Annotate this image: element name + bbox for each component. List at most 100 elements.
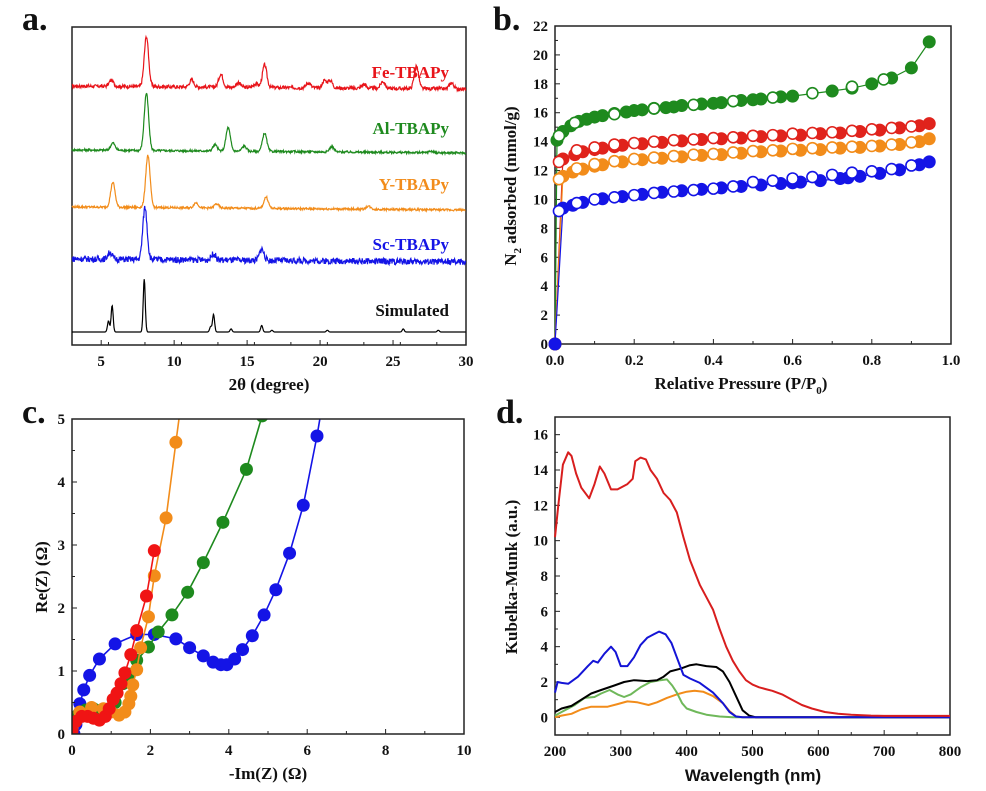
data-point-sc-tbapy [257, 608, 271, 622]
desorption-point-al-tbapy [608, 107, 621, 121]
desorption-point-fe-tbapy [627, 136, 641, 150]
desorption-point-fe-tbapy [687, 133, 700, 146]
panel-d-x-tick-label: 400 [675, 744, 698, 760]
data-point-al-tbapy [216, 515, 230, 529]
series-line-al-tbapy [72, 419, 263, 729]
desorption-point-al-tbapy [687, 98, 700, 112]
adsorption-point-al-tbapy [596, 109, 610, 123]
desorption-point-fe-tbapy [806, 126, 819, 140]
desorption-point-al-tbapy [552, 129, 566, 143]
desorption-point-y-tbapy [588, 157, 601, 171]
panel-a-plot-area: 5 10 15 20 25 30 Fe-TBAPy Al-TBAPy Y-TBAPy Sc-TBA… [71, 26, 474, 370]
series-label-sc-tbapy: Sc-TBAPy [373, 235, 450, 254]
desorption-point-fe-tbapy [647, 135, 661, 148]
panel-b-y-axis-label: N2 adsorbed (mmol/g) [501, 106, 524, 265]
data-point-sc-tbapy [196, 649, 210, 663]
panel-b-y-tick-label: 16 [533, 106, 549, 122]
desorption-point-sc-tbapy [885, 162, 898, 176]
desorption-point-fe-tbapy [885, 121, 898, 135]
desorption-point-fe-tbapy [905, 120, 918, 133]
desorption-point-y-tbapy [726, 146, 740, 159]
panel-b-x-tick-label: 0.6 [783, 353, 802, 369]
desorption-point-y-tbapy [825, 141, 839, 154]
panel-label-c: c. [22, 394, 46, 431]
adsorption-point-y-tbapy [922, 132, 936, 146]
desorption-point-y-tbapy [570, 162, 584, 175]
desorption-point-fe-tbapy [865, 123, 879, 136]
data-point-sc-tbapy [77, 683, 91, 697]
desorption-point-y-tbapy [687, 148, 700, 161]
panel-c-x-tick-label: 8 [382, 743, 390, 759]
data-point-sc-tbapy [245, 629, 259, 643]
panel-d: d. 200 300 400 500 600 700 800 0 2 4 6 8 10 12 14 16 Wa… [496, 394, 961, 785]
panel-d-y-tick-label: 16 [533, 428, 549, 444]
desorption-point-y-tbapy [845, 140, 859, 153]
desorption-point-sc-tbapy [588, 193, 601, 206]
adsorption-point-al-tbapy [754, 92, 768, 106]
panel-d-x-tick-label: 500 [741, 744, 764, 760]
panel-d-y-tick-label: 2 [541, 675, 549, 691]
adsorption-point-al-tbapy [714, 96, 728, 110]
desorption-point-y-tbapy [885, 138, 898, 151]
series-line-fe-tbapy [71, 34, 467, 93]
desorption-point-sc-tbapy [687, 183, 700, 197]
desorption-point-al-tbapy [877, 73, 890, 86]
panel-d-x-tick-label: 700 [873, 744, 896, 760]
panel-b-y-tick-label: 10 [533, 192, 548, 208]
panel-c-y-tick-label: 3 [58, 538, 66, 554]
data-point-y-tbapy [124, 689, 138, 703]
panel-d-y-tick-label: 0 [541, 710, 549, 726]
desorption-point-fe-tbapy [588, 141, 601, 154]
panel-d-x-tick-label: 600 [807, 744, 830, 760]
desorption-point-fe-tbapy [552, 155, 566, 169]
panel-c: c. 0 2 4 6 8 10 0 1 2 3 4 5 -Im(Z) (Ω) Re(Z) (Ω) [22, 394, 472, 783]
series-label-simulated: Simulated [375, 301, 449, 320]
desorption-point-sc-tbapy [707, 182, 720, 195]
series-label-fe-tbapy: Fe-TBAPy [372, 63, 450, 82]
panel-b-y-tick-label: 20 [533, 48, 548, 64]
data-point-y-tbapy [130, 663, 144, 677]
desorption-point-fe-tbapy [570, 144, 584, 157]
panel-d-y-tick-label: 10 [533, 534, 548, 550]
panel-b-x-axis-label-sub: 0 [816, 385, 822, 397]
panel-b-plot-area: 0.0 0.2 0.4 0.6 0.8 1.0 0 2 4 6 8 10 12 14 16 18 20 22 [533, 19, 960, 369]
desorption-point-fe-tbapy [726, 131, 740, 144]
panel-d-y-axis-label: Kubelka-Munk (a.u.) [502, 500, 521, 654]
panel-label-a: a. [22, 1, 48, 38]
desorption-point-sc-tbapy [806, 170, 819, 184]
desorption-point-sc-tbapy [865, 164, 879, 178]
panel-a-frame [71, 26, 467, 346]
data-point-y-tbapy [169, 435, 183, 449]
adsorption-point-al-tbapy [865, 77, 879, 91]
desorption-point-sc-tbapy [647, 186, 661, 200]
panel-b-y-axis-label-sub: 2 [512, 247, 524, 253]
desorption-point-sc-tbapy [825, 168, 839, 182]
desorption-point-sc-tbapy [608, 190, 621, 204]
desorption-point-sc-tbapy [627, 188, 641, 202]
desorption-point-y-tbapy [552, 172, 566, 186]
data-point-y-tbapy [159, 511, 173, 525]
desorption-point-y-tbapy [865, 139, 879, 153]
panel-b-x-tick-label: 1.0 [942, 353, 961, 369]
panel-a-x-tick-label: 25 [386, 354, 401, 370]
desorption-point-fe-tbapy [825, 125, 839, 139]
panel-d-y-tick-label: 8 [541, 569, 549, 585]
panel-d-x-tick-label: 200 [544, 744, 567, 760]
panel-b-y-axis-label-main: N [501, 253, 520, 266]
panel-c-plot-area: 0 2 4 6 8 10 0 1 2 3 4 5 [58, 412, 472, 759]
panel-a-x-tick-label: 5 [97, 354, 105, 370]
desorption-point-sc-tbapy [905, 159, 918, 172]
data-point-al-tbapy [239, 462, 253, 476]
panel-b-x-tick-label: 0.2 [625, 353, 644, 369]
panel-b-y-tick-label: 22 [533, 19, 548, 35]
adsorption-point-al-tbapy [786, 89, 800, 103]
panel-c-series-group [72, 419, 324, 734]
desorption-point-fe-tbapy [845, 124, 859, 138]
data-point-y-tbapy [126, 678, 140, 692]
data-point-sc-tbapy [269, 583, 283, 597]
adsorption-point-sc-tbapy [548, 337, 562, 351]
panel-b-y-tick-label: 18 [533, 77, 548, 93]
panel-c-y-tick-label: 5 [58, 412, 66, 428]
panel-b-y-tick-label: 14 [533, 135, 549, 151]
panel-c-x-tick-label: 6 [303, 743, 311, 759]
